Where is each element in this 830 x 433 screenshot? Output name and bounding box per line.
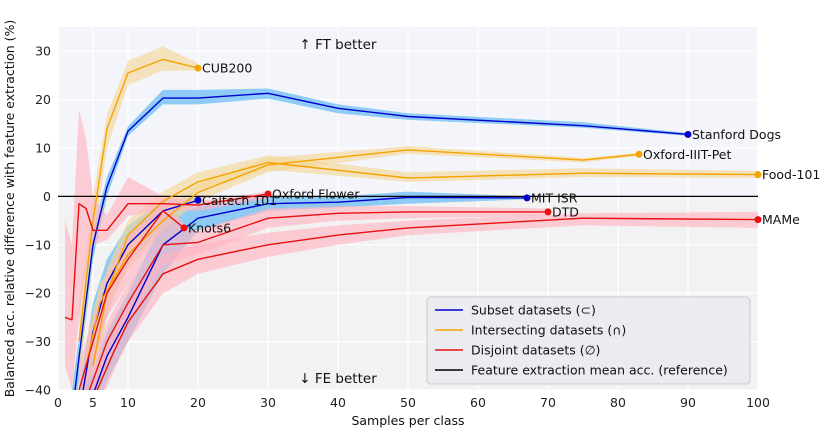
line-cub200 [78, 58, 199, 342]
y-tick--10: −10 [25, 237, 51, 252]
label-stanford-dogs: Stanford Dogs [692, 127, 781, 142]
marker-stanford-dogs [684, 130, 692, 138]
label-oxford-iiit-pet: Oxford-IIIT-Pet [643, 147, 731, 162]
marker-food-101 [754, 171, 762, 179]
label-food-101: Food-101 [762, 167, 820, 182]
x-tick-50: 50 [400, 395, 416, 410]
line-stanford-dogs [74, 92, 689, 390]
series-labels: Stanford Dogs Caltech 101 MIT ISR CUB200 Oxf… [188, 61, 820, 236]
line-knots6 [78, 210, 185, 390]
y-tick-10: 10 [35, 141, 51, 156]
y-tick-0: 0 [43, 189, 51, 204]
line-mit-isr [94, 196, 528, 390]
axis-ticks: 0 5 10 20 30 40 50 60 70 80 90 100 −40 −30 −20 −10 0 10 20… [25, 44, 770, 410]
y-tick-30: 30 [35, 44, 51, 59]
x-tick-90: 90 [680, 395, 696, 410]
x-tick-70: 70 [540, 395, 556, 410]
legend-box [426, 296, 751, 385]
y-tick--40: −40 [25, 383, 51, 398]
annotation-ft-better: ↑ FT better [300, 37, 377, 53]
x-tick-60: 60 [470, 395, 486, 410]
y-tick--30: −30 [25, 334, 51, 349]
x-tick-0: 0 [54, 395, 62, 410]
end-markers [180, 64, 762, 232]
marker-caltech-101 [194, 196, 202, 204]
label-mit-isr: MIT ISR [531, 190, 578, 205]
label-knots6: Knots6 [188, 220, 231, 235]
series-lines [64, 58, 758, 390]
marker-oxford-flower [264, 190, 272, 198]
label-cub200: CUB200 [202, 61, 252, 76]
x-tick-30: 30 [260, 395, 276, 410]
x-tick-10: 10 [120, 395, 136, 410]
y-axis-label: Balanced acc. relative difference with f… [2, 20, 17, 398]
line-oxford-flower [64, 193, 269, 321]
x-tick-40: 40 [330, 395, 346, 410]
annotation-fe-better: ↓ FE better [299, 371, 377, 387]
label-dtd: DTD [552, 204, 579, 219]
marker-mame [754, 216, 762, 224]
band-mame [93, 211, 758, 390]
legend-label-0: Subset datasets (⊂) [471, 303, 596, 318]
x-axis-label: Samples per class [351, 413, 464, 428]
y-tick-20: 20 [35, 92, 51, 107]
label-caltech-101: Caltech 101 [202, 193, 277, 208]
label-oxford-flower: Oxford Flower [272, 186, 360, 201]
legend-label-3: Feature extraction mean acc. (reference) [471, 363, 728, 378]
legend-label-2: Disjoint datasets (∅) [471, 343, 600, 358]
x-tick-100: 100 [746, 395, 770, 410]
legend: Subset datasets (⊂) Intersecting datasets… [426, 296, 751, 385]
marker-cub200 [194, 64, 202, 72]
legend-label-1: Intersecting datasets (∩) [471, 323, 626, 338]
marker-oxford-iiit-pet [635, 150, 643, 158]
line-mame [96, 217, 758, 390]
annotations: ↑ FT better ↓ FE better [299, 37, 377, 387]
marker-knots6 [180, 224, 188, 232]
band-oxford-flower [65, 109, 268, 390]
marker-dtd [544, 208, 552, 216]
x-tick-5: 5 [89, 395, 97, 410]
line-dtd [88, 211, 548, 390]
band-cub200 [79, 46, 198, 390]
line-food-101 [92, 161, 758, 366]
marker-mit-isr [523, 194, 531, 202]
y-tick--20: −20 [25, 286, 51, 301]
x-tick-80: 80 [610, 395, 626, 410]
label-mame: MAMe [762, 212, 800, 227]
x-tick-20: 20 [190, 395, 206, 410]
